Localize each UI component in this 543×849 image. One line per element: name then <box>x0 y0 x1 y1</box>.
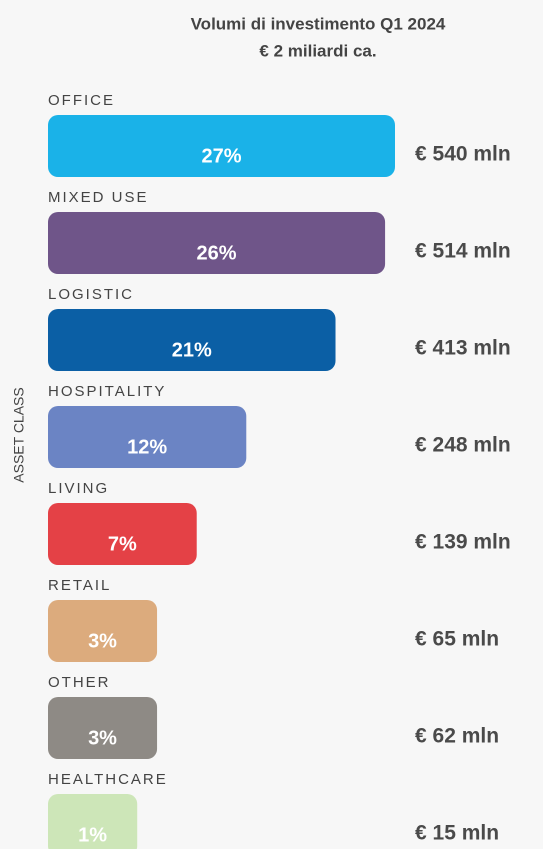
chart-title: Volumi di investimento Q1 2024 <box>191 14 446 33</box>
amount-label: € 514 mln <box>415 240 511 263</box>
category-label: HEALTHCARE <box>48 771 168 788</box>
bar-label: 26% <box>197 242 237 264</box>
bar-label: 7% <box>108 533 137 555</box>
category-label: HOSPITALITY <box>48 383 166 400</box>
bar <box>48 212 386 274</box>
bar <box>48 697 158 759</box>
bar-label: 27% <box>201 145 241 167</box>
category-label: RETAIL <box>48 577 111 594</box>
amount-label: € 139 mln <box>415 531 511 554</box>
y-axis-label: ASSET CLASS <box>11 387 27 482</box>
category-label: MIXED USE <box>48 189 149 206</box>
amount-label: € 65 mln <box>415 628 499 651</box>
category-label: OFFICE <box>48 92 115 109</box>
category-label: LOGISTIC <box>48 286 134 303</box>
amount-label: € 15 mln <box>415 822 499 845</box>
bar-label: 12% <box>127 436 167 458</box>
bar <box>48 600 158 662</box>
amount-label: € 413 mln <box>415 337 511 360</box>
bar-label: 21% <box>172 339 212 361</box>
amount-label: € 540 mln <box>415 143 511 166</box>
amount-label: € 248 mln <box>415 434 511 457</box>
bar <box>48 309 336 371</box>
amount-label: € 62 mln <box>415 725 499 748</box>
bar <box>48 794 138 849</box>
bar <box>48 115 395 177</box>
bar <box>48 406 247 468</box>
bar-label: 3% <box>88 727 117 749</box>
category-label: LIVING <box>48 480 109 497</box>
chart-subtitle: € 2 miliardi ca. <box>259 41 376 60</box>
bar-label: 3% <box>88 630 117 652</box>
bar <box>48 503 197 565</box>
bar-label: 1% <box>78 824 107 846</box>
category-label: OTHER <box>48 674 111 691</box>
